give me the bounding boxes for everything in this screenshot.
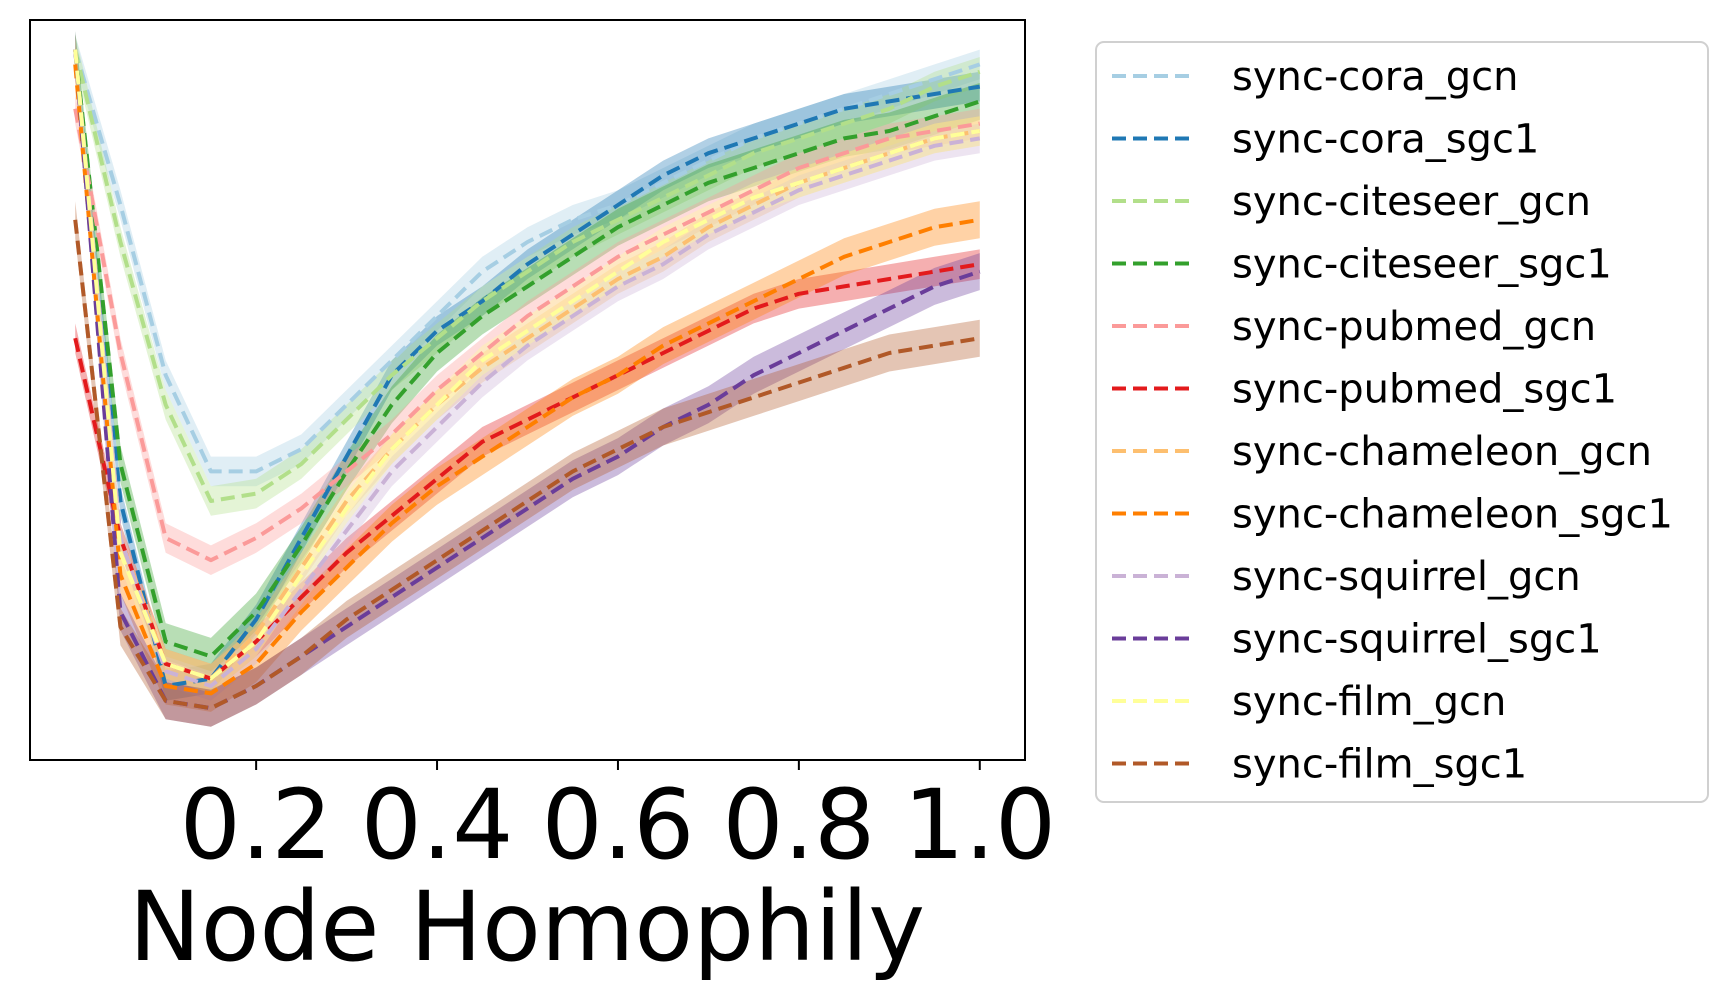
legend-label-sync-pubmed_sgc1: sync-pubmed_sgc1 [1232, 367, 1617, 413]
x-tick-label: 0.2 [180, 769, 333, 881]
x-tick-label: 0.6 [542, 769, 695, 881]
legend-label-sync-chameleon_gcn: sync-chameleon_gcn [1232, 429, 1652, 475]
series-line-sync-cora_sgc1 [73, 49, 981, 688]
plot-area-frame [29, 19, 1026, 761]
series-line-sync-citeseer_gcn [73, 49, 981, 503]
legend-frame [1095, 41, 1709, 803]
band-sync-pubmed_sgc1 [75, 249, 980, 694]
legend-label-sync-squirrel_sgc1: sync-squirrel_sgc1 [1232, 617, 1602, 663]
series-line-sync-film_gcn [73, 49, 981, 681]
legend-label-sync-squirrel_gcn: sync-squirrel_gcn [1232, 554, 1581, 600]
legend-label-sync-film_gcn: sync-film_gcn [1232, 679, 1506, 725]
x-tick-label: 1.0 [903, 769, 1056, 881]
legend-label-sync-cora_sgc1: sync-cora_sgc1 [1232, 117, 1539, 163]
legend-label-sync-citeseer_gcn: sync-citeseer_gcn [1232, 179, 1591, 225]
confidence-bands [75, 31, 980, 727]
series-lines [73, 49, 981, 711]
band-sync-cora_sgc1 [75, 34, 980, 701]
series-line-sync-chameleon_gcn [73, 49, 981, 681]
series-line-sync-pubmed_sgc1 [73, 262, 981, 681]
series-line-sync-squirrel_gcn [73, 49, 981, 688]
legend-items: sync-cora_gcn sync-cora_sgc1 sync-citeseer… [1112, 54, 1673, 788]
legend-label-sync-chameleon_sgc1: sync-chameleon_sgc1 [1232, 492, 1673, 538]
series-line-sync-cora_gcn [73, 49, 981, 474]
band-sync-squirrel_gcn [75, 34, 980, 701]
legend-label-sync-pubmed_gcn: sync-pubmed_gcn [1232, 304, 1596, 350]
series-line-sync-film_sgc1 [73, 219, 981, 711]
x-tick-label: 0.8 [723, 769, 876, 881]
series-line-sync-citeseer_sgc1 [73, 49, 981, 659]
legend: sync-cora_gcn sync-cora_sgc1 sync-citeseer… [1095, 41, 1709, 803]
legend-label-sync-citeseer_sgc1: sync-citeseer_sgc1 [1232, 242, 1612, 288]
legend-label-sync-film_sgc1: sync-film_sgc1 [1232, 742, 1527, 788]
band-sync-pubmed_gcn [75, 94, 980, 575]
series-line-sync-pubmed_gcn [73, 108, 981, 563]
legend-label-sync-cora_gcn: sync-cora_gcn [1232, 54, 1518, 100]
x-axis-ticks: 0.2 0.4 0.6 0.8 1.0 [180, 760, 1056, 881]
x-tick-label: 0.4 [361, 769, 514, 881]
series-line-sync-chameleon_sgc1 [73, 64, 981, 696]
x-axis-title: Node Homophily [129, 871, 925, 983]
band-sync-cora_gcn [75, 34, 980, 487]
